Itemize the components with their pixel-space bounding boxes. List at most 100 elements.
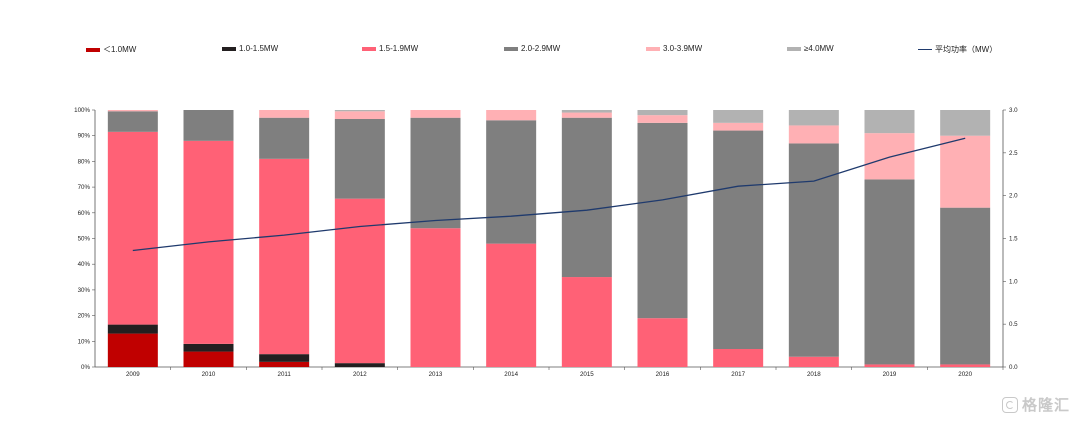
x-tick-label: 2016 bbox=[656, 371, 670, 378]
bar-segment bbox=[334, 198, 385, 364]
bar-segment bbox=[107, 131, 158, 325]
watermark-text: 格隆汇 bbox=[1021, 397, 1070, 414]
bar-segment bbox=[864, 179, 915, 365]
bar-segment bbox=[788, 356, 839, 367]
bar-segment bbox=[334, 110, 385, 112]
x-tick-label: 2012 bbox=[353, 371, 367, 378]
bar-segment bbox=[259, 354, 310, 362]
y-right-tick-label: 2.0 bbox=[1009, 193, 1018, 200]
bar-segment bbox=[259, 361, 310, 367]
bar-segment bbox=[561, 277, 612, 367]
legend-label: ≥4.0MW bbox=[804, 44, 834, 53]
bar-segment bbox=[259, 158, 310, 355]
y-left-tick-label: 20% bbox=[78, 313, 91, 320]
bar-segment bbox=[637, 115, 688, 123]
bar-segment bbox=[637, 122, 688, 319]
x-tick-label: 2017 bbox=[731, 371, 745, 378]
y-left-tick-label: 70% bbox=[78, 184, 91, 191]
bar-segment bbox=[788, 143, 839, 357]
bar-segment bbox=[334, 118, 385, 199]
legend-label: 1.5-1.9MW bbox=[379, 44, 419, 53]
y-right-tick-label: 1.5 bbox=[1009, 236, 1018, 243]
bar-segment bbox=[183, 110, 234, 141]
legend-item: 3.0-3.9MW bbox=[646, 44, 702, 53]
legend-item: ＜1.0MW bbox=[86, 44, 136, 55]
y-left-tick-label: 100% bbox=[74, 107, 90, 114]
legend-swatch bbox=[646, 46, 660, 51]
bar-segment bbox=[864, 364, 915, 367]
bar-segment bbox=[940, 364, 991, 367]
bar-segment bbox=[561, 117, 612, 278]
x-tick-label: 2009 bbox=[126, 371, 140, 378]
watermark-logo-icon bbox=[1001, 396, 1018, 413]
bar-segment bbox=[864, 133, 915, 180]
y-right-tick-label: 0.5 bbox=[1009, 321, 1018, 328]
bar-segment bbox=[713, 349, 764, 367]
legend-swatch bbox=[918, 49, 932, 50]
y-right-tick-label: 3.0 bbox=[1009, 107, 1018, 114]
x-tick-label: 2010 bbox=[202, 371, 216, 378]
bar-segment bbox=[788, 125, 839, 144]
legend-swatch bbox=[222, 46, 236, 51]
legend-item: 平均功率（MW） bbox=[918, 44, 997, 55]
legend-item: ≥4.0MW bbox=[787, 44, 834, 53]
bar-segment bbox=[713, 122, 764, 131]
x-tick-label: 2014 bbox=[504, 371, 518, 378]
x-tick-label: 2019 bbox=[883, 371, 897, 378]
y-right-tick-label: 1.0 bbox=[1009, 278, 1018, 285]
y-left-tick-label: 50% bbox=[78, 236, 91, 243]
y-right-tick-label: 0.0 bbox=[1009, 364, 1018, 371]
bar-segment bbox=[486, 120, 537, 244]
bar-segment bbox=[410, 117, 461, 229]
legend-swatch bbox=[86, 47, 100, 52]
legend-item: 2.0-2.9MW bbox=[504, 44, 560, 53]
legend-swatch bbox=[504, 46, 518, 51]
bar-segment bbox=[713, 130, 764, 350]
bar-segment bbox=[637, 318, 688, 367]
y-left-tick-label: 60% bbox=[78, 210, 91, 217]
average-power-line bbox=[132, 137, 966, 252]
bar-segment bbox=[410, 110, 461, 118]
y-left-tick-label: 0% bbox=[81, 364, 90, 371]
legend-item: 1.5-1.9MW bbox=[362, 44, 418, 53]
legend-label: 平均功率（MW） bbox=[935, 45, 998, 54]
legend-label: 2.0-2.9MW bbox=[521, 44, 561, 53]
legend-label: ＜1.0MW bbox=[103, 45, 137, 54]
bar-segment bbox=[864, 110, 915, 134]
x-tick-label: 2018 bbox=[807, 371, 821, 378]
bar-segment bbox=[637, 110, 688, 116]
y-left-tick-label: 10% bbox=[78, 338, 91, 345]
watermark: 格隆汇 bbox=[1001, 394, 1070, 415]
y-left-tick-label: 30% bbox=[78, 287, 91, 294]
y-left-tick-label: 90% bbox=[78, 133, 91, 140]
bar-segment bbox=[334, 363, 385, 367]
x-tick-label: 2013 bbox=[429, 371, 443, 378]
x-tick-label: 2011 bbox=[278, 371, 292, 378]
bar-segment bbox=[561, 112, 612, 118]
bar-segment bbox=[107, 111, 158, 132]
bar-segment bbox=[410, 228, 461, 367]
legend-swatch bbox=[787, 46, 801, 51]
bar-segment bbox=[940, 110, 991, 136]
legend-item: 1.0-1.5MW bbox=[222, 44, 278, 53]
y-left-tick-label: 40% bbox=[78, 261, 91, 268]
bar-segment bbox=[486, 110, 537, 121]
x-tick-label: 2015 bbox=[580, 371, 594, 378]
bar-segment bbox=[259, 117, 310, 159]
legend-label: 3.0-3.9MW bbox=[663, 44, 703, 53]
x-tick-label: 2020 bbox=[958, 371, 972, 378]
bar-segment bbox=[107, 333, 158, 367]
bar-segment bbox=[107, 324, 158, 334]
bar-segment bbox=[486, 243, 537, 367]
y-left-tick-label: 80% bbox=[78, 158, 91, 165]
bar-segment bbox=[940, 207, 991, 365]
legend-label: 1.0-1.5MW bbox=[239, 44, 279, 53]
legend-swatch bbox=[362, 46, 376, 51]
bar-segment bbox=[561, 110, 612, 113]
bar-segment bbox=[183, 343, 234, 352]
bar-segment bbox=[788, 110, 839, 126]
bar-segment bbox=[940, 135, 991, 208]
bar-segment bbox=[259, 110, 310, 118]
bar-segment bbox=[107, 110, 158, 112]
